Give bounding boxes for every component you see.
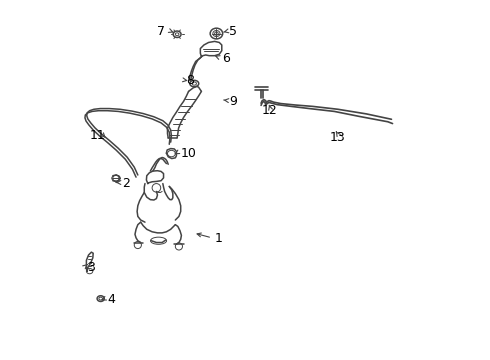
- Text: 12: 12: [262, 104, 278, 117]
- Text: 13: 13: [330, 131, 346, 144]
- Text: 10: 10: [181, 147, 196, 160]
- Text: 6: 6: [222, 52, 230, 65]
- Text: 5: 5: [229, 25, 237, 38]
- Text: 3: 3: [87, 261, 95, 274]
- Text: 7: 7: [157, 25, 166, 38]
- Text: 1: 1: [215, 233, 222, 246]
- Text: 2: 2: [122, 177, 130, 190]
- Text: 9: 9: [229, 95, 237, 108]
- Text: 11: 11: [90, 129, 105, 142]
- Text: 4: 4: [107, 293, 115, 306]
- Text: 8: 8: [186, 74, 194, 87]
